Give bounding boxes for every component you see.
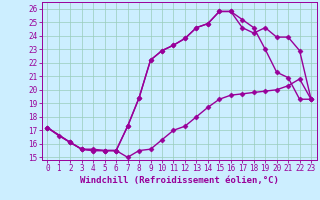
- X-axis label: Windchill (Refroidissement éolien,°C): Windchill (Refroidissement éolien,°C): [80, 176, 279, 185]
